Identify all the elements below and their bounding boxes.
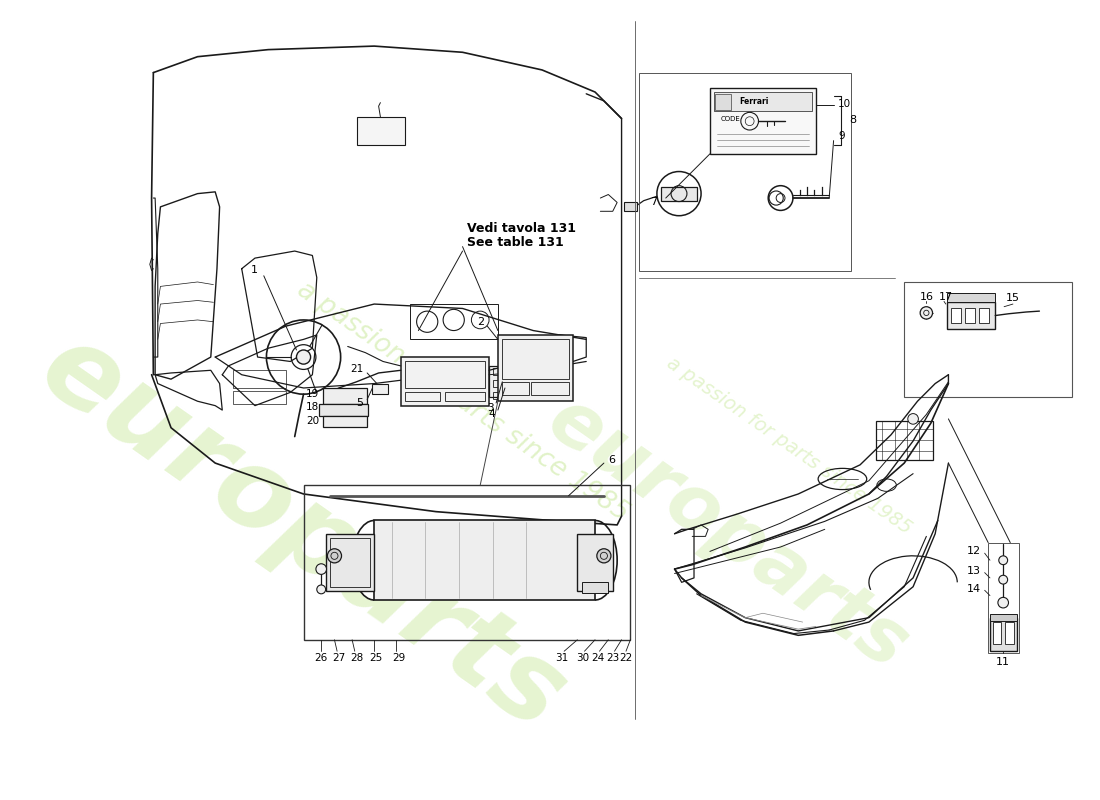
Circle shape [999, 575, 1008, 584]
Bar [326, 534, 374, 591]
Bar [494, 392, 501, 399]
Bar [639, 73, 851, 271]
Bar [330, 538, 370, 586]
Bar [233, 390, 286, 404]
Bar [715, 94, 732, 110]
Bar [503, 339, 569, 379]
Bar [979, 307, 989, 323]
Bar [233, 370, 286, 388]
Circle shape [999, 556, 1008, 565]
Text: 24: 24 [591, 654, 604, 663]
Bar [952, 307, 960, 323]
Bar [947, 302, 996, 329]
Text: 25: 25 [370, 654, 383, 663]
Text: 4: 4 [488, 410, 495, 419]
Bar [400, 357, 490, 406]
Bar [494, 380, 501, 387]
Bar [409, 304, 498, 339]
Circle shape [921, 306, 933, 319]
Text: 30: 30 [576, 654, 590, 663]
Circle shape [297, 350, 310, 364]
Bar [323, 416, 367, 427]
Bar [356, 117, 405, 145]
Text: 14: 14 [967, 583, 981, 594]
Bar [319, 404, 369, 416]
Text: 11: 11 [997, 657, 1010, 667]
Bar [498, 335, 573, 402]
Text: See table 131: See table 131 [468, 236, 563, 249]
Bar [992, 622, 1001, 644]
Text: CODE: CODE [720, 115, 740, 122]
Text: Vedi tavola 131: Vedi tavola 131 [468, 222, 576, 235]
Text: 22: 22 [619, 654, 632, 663]
Text: 26: 26 [315, 654, 328, 663]
Circle shape [316, 564, 327, 574]
Text: 16: 16 [920, 292, 933, 302]
Text: 8: 8 [849, 115, 857, 126]
Circle shape [998, 598, 1009, 608]
Bar [373, 383, 388, 394]
Text: a passion for parts since 1985: a passion for parts since 1985 [663, 353, 915, 538]
Text: 10: 10 [838, 98, 851, 109]
Bar [876, 421, 934, 461]
Bar [578, 534, 613, 591]
Text: 27: 27 [332, 654, 345, 663]
Text: 2: 2 [477, 317, 485, 326]
Text: europarts: europarts [21, 314, 586, 754]
Bar [990, 618, 1018, 651]
Text: 29: 29 [393, 654, 406, 663]
Text: 17: 17 [938, 292, 953, 302]
Bar [990, 614, 1018, 621]
Bar [661, 186, 696, 201]
Circle shape [908, 414, 918, 424]
Text: 12: 12 [967, 546, 981, 557]
Text: 6: 6 [608, 454, 615, 465]
Text: 19: 19 [306, 389, 319, 399]
Text: 20: 20 [306, 416, 319, 426]
Bar [503, 382, 529, 395]
Circle shape [328, 549, 341, 563]
Bar [965, 307, 975, 323]
Text: Ferrari: Ferrari [739, 98, 769, 106]
Text: a passion for parts since 1985: a passion for parts since 1985 [292, 276, 634, 526]
Text: 13: 13 [967, 566, 981, 576]
Bar [531, 382, 569, 395]
Bar [405, 392, 440, 402]
Bar [710, 88, 816, 154]
Bar [374, 521, 595, 600]
Bar [582, 582, 608, 593]
Text: 3: 3 [487, 403, 494, 414]
Bar [714, 92, 812, 111]
Text: 9: 9 [838, 131, 845, 142]
Bar [490, 366, 503, 397]
Bar [444, 392, 485, 402]
Text: 7: 7 [650, 198, 657, 207]
Bar [947, 294, 996, 302]
Text: 21: 21 [351, 365, 364, 374]
Text: europarts: europarts [534, 382, 922, 685]
Bar [405, 362, 485, 388]
Bar [988, 542, 1019, 653]
Text: 1: 1 [251, 266, 257, 275]
Bar [624, 202, 637, 211]
Circle shape [317, 585, 326, 594]
Circle shape [597, 549, 611, 563]
Text: 15: 15 [1005, 293, 1020, 303]
Text: 23: 23 [606, 654, 619, 663]
Bar [904, 282, 1072, 397]
Bar [304, 485, 630, 640]
Bar [494, 368, 501, 374]
Text: 5: 5 [356, 398, 364, 408]
Text: 28: 28 [350, 654, 363, 663]
Bar [1005, 622, 1014, 644]
Bar [323, 388, 367, 404]
Text: 18: 18 [306, 402, 319, 413]
Text: 31: 31 [554, 654, 568, 663]
